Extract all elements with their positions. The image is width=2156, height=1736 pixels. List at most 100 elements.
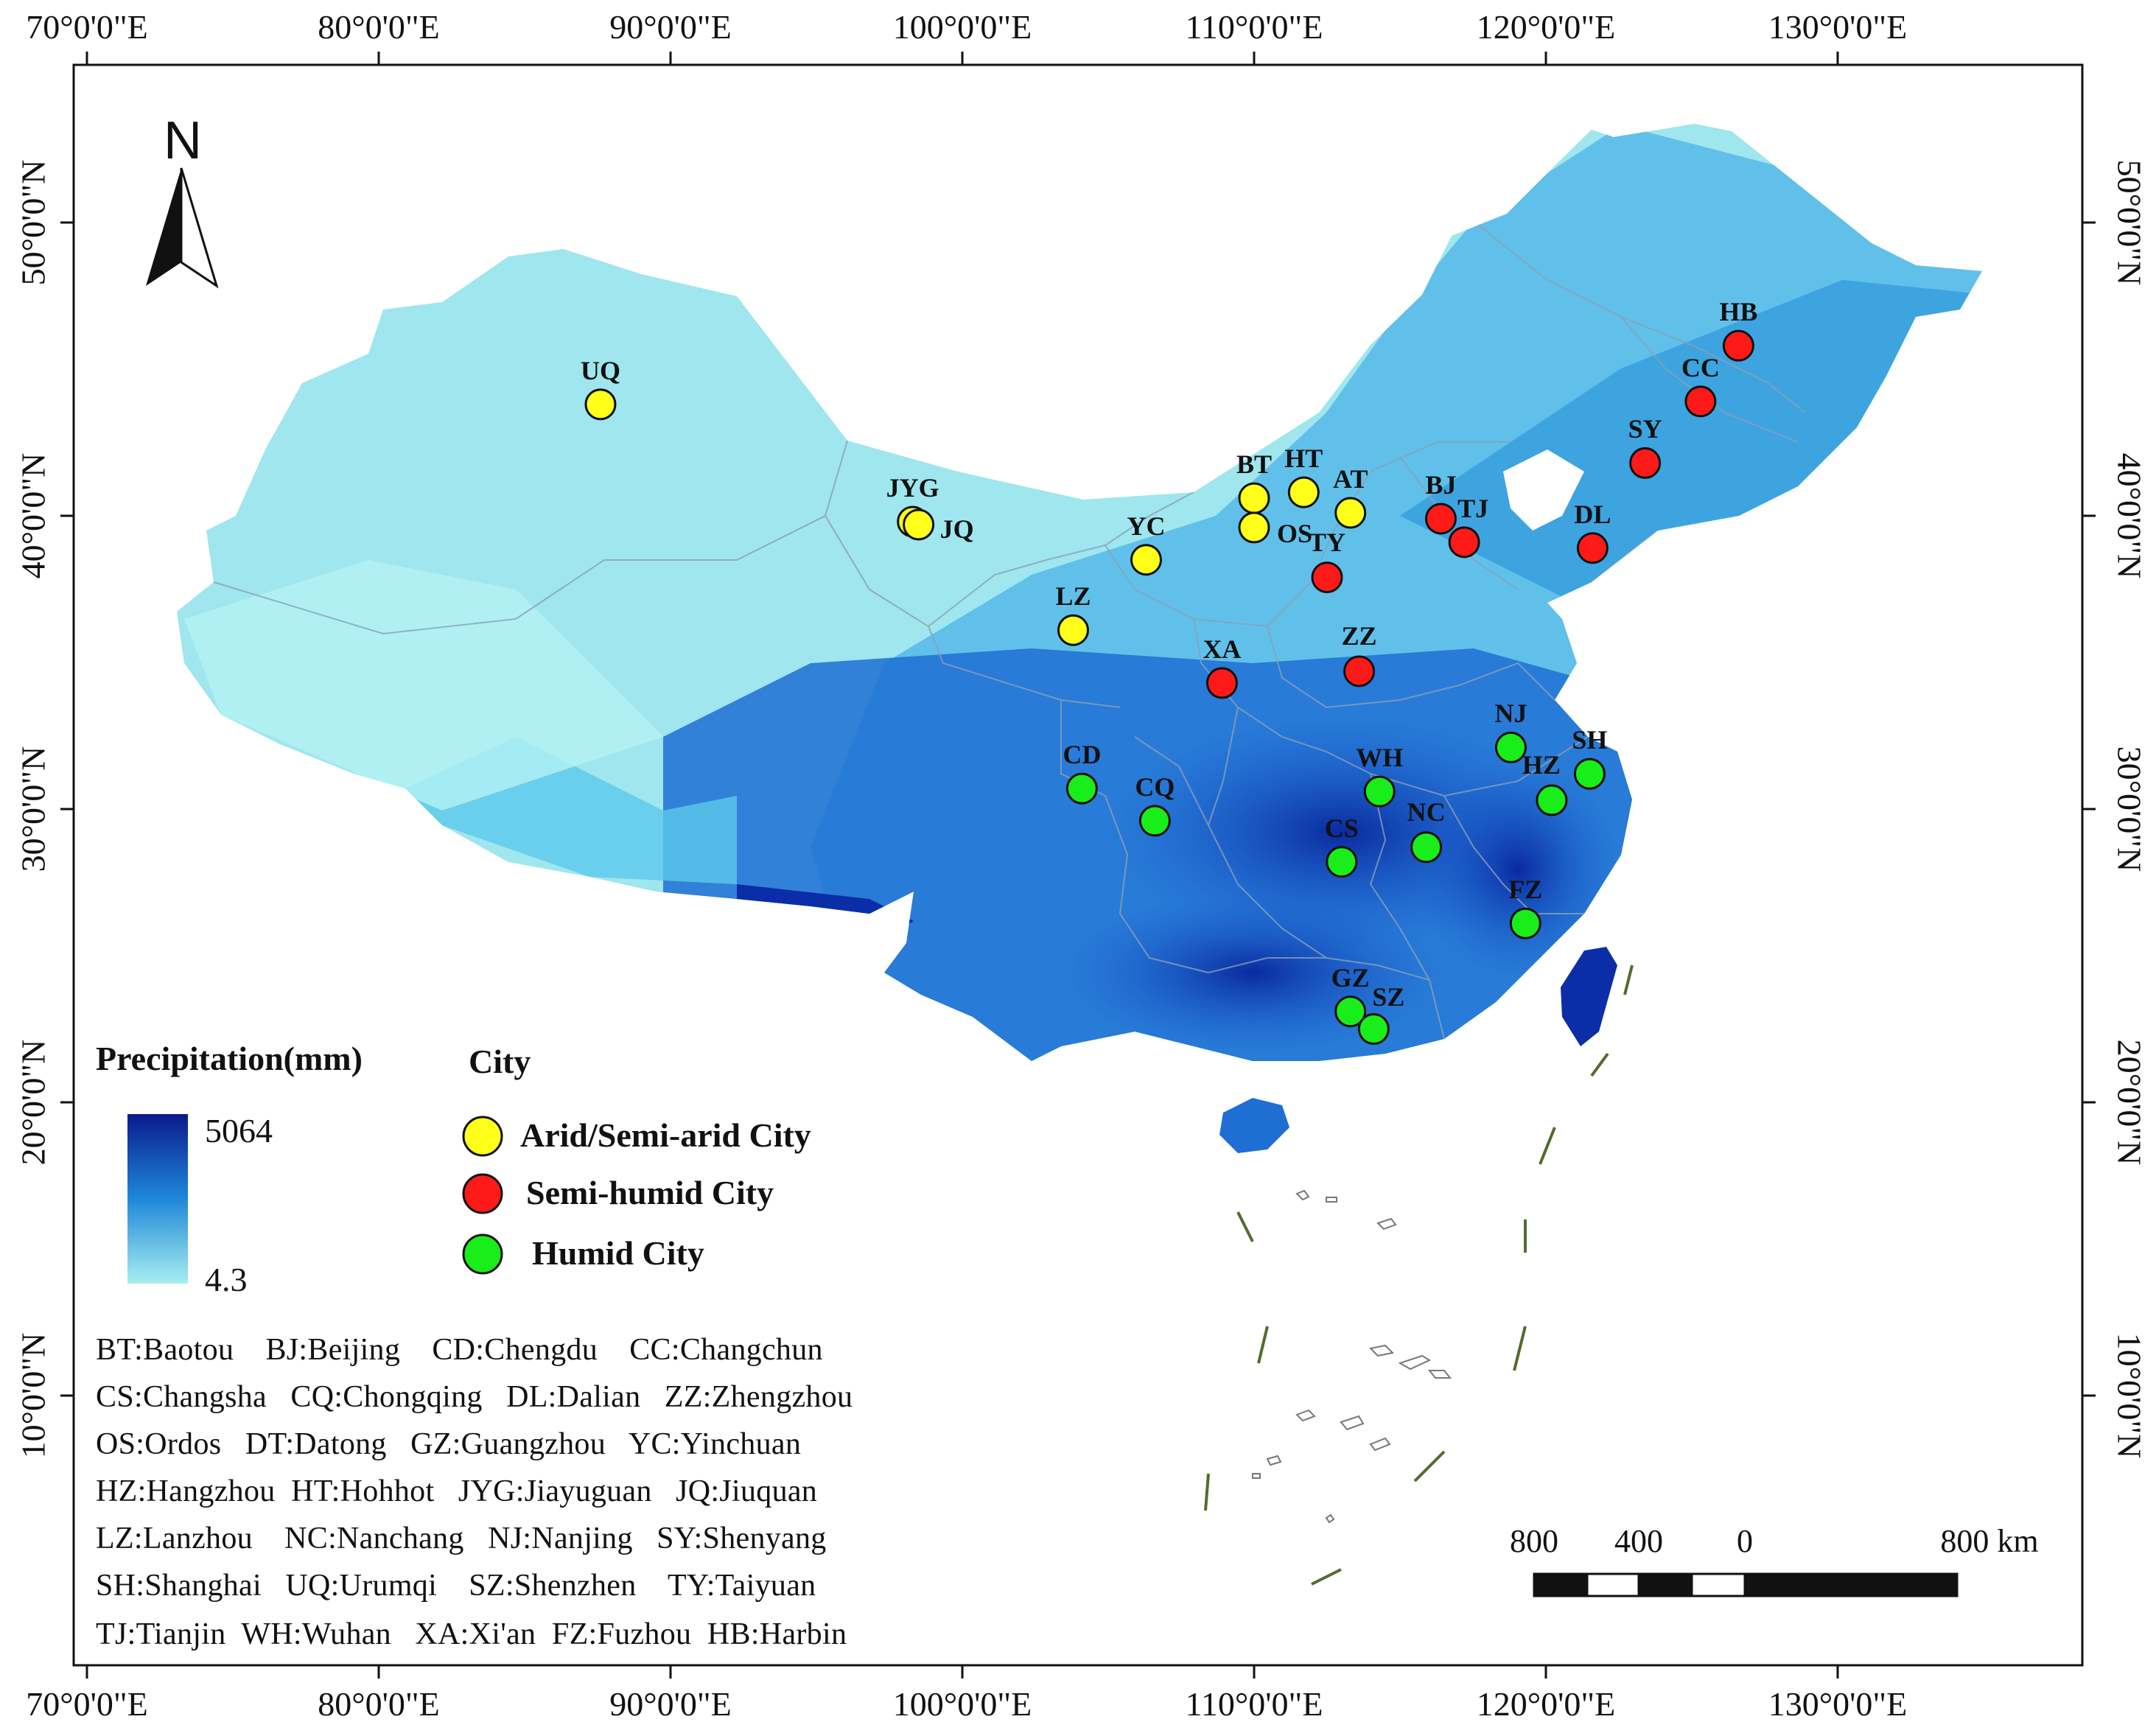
abbreviation-line: CS:Changsha CQ:Chongqing DL:Dalian ZZ:Zh… xyxy=(96,1380,853,1414)
longitude-tick-label: 110°0'0"E xyxy=(1185,1685,1323,1723)
city-markers xyxy=(584,329,1754,1045)
city-label-at: AT xyxy=(1333,464,1368,494)
city-marker-cc xyxy=(1684,385,1717,418)
longitude-tick-label: 70°0'0"E xyxy=(26,1685,148,1723)
scale-bar-graphic xyxy=(1533,1572,1959,1597)
city-marker-hb xyxy=(1722,329,1754,362)
precip-ramp xyxy=(127,1114,188,1284)
city-marker-nj xyxy=(1494,731,1527,763)
city-marker-cq xyxy=(1138,805,1171,837)
legend-humid-symbol xyxy=(462,1233,503,1275)
city-marker-lz xyxy=(1057,614,1089,646)
city-marker-os xyxy=(1238,511,1270,544)
city-label-cc: CC xyxy=(1681,352,1720,382)
latitude-tick-label: 40°0'0"N xyxy=(14,452,52,579)
latitude-tick-label: 30°0'0"N xyxy=(14,746,52,872)
legend-arid-label: Arid/Semi-arid City xyxy=(520,1116,811,1154)
city-label-bj: BJ xyxy=(1425,469,1457,500)
city-label-gz: GZ xyxy=(1331,962,1370,993)
city-legend-title: City xyxy=(469,1043,531,1080)
latitude-tick-label: 20°0'0"N xyxy=(2110,1039,2149,1166)
city-label-yc: YC xyxy=(1127,511,1166,541)
city-label-ty: TY xyxy=(1308,527,1346,557)
city-marker-hz xyxy=(1536,784,1568,816)
city-label-nj: NJ xyxy=(1494,699,1527,729)
city-label-cd: CD xyxy=(1063,740,1102,770)
longitude-tick-label: 80°0'0"E xyxy=(318,8,440,46)
city-marker-fz xyxy=(1509,907,1541,939)
longitude-tick-label: 90°0'0"E xyxy=(609,1685,732,1723)
latitude-tick-label: 50°0'0"N xyxy=(2110,159,2149,286)
legend-semihumid-label: Semi-humid City xyxy=(526,1174,774,1211)
city-marker-dl xyxy=(1576,532,1609,564)
city-marker-xa xyxy=(1205,667,1238,699)
hainan-island xyxy=(1219,1098,1289,1153)
city-marker-wh xyxy=(1363,775,1396,808)
abbreviation-line: OS:Ordos DT:Datong GZ:Guangzhou YC:Yinch… xyxy=(96,1427,802,1461)
abbreviation-line: TJ:Tianjin WH:Wuhan XA:Xi'an FZ:Fuzhou H… xyxy=(96,1617,847,1651)
abbreviation-line: SH:Shanghai UQ:Urumqi SZ:Shenzhen TY:Tai… xyxy=(96,1569,816,1603)
axis-tick-marks xyxy=(60,52,2096,1679)
scale-label-0: 0 xyxy=(1737,1523,1753,1559)
city-label-jq: JQ xyxy=(939,514,974,544)
precip-legend-title: Precipitation(mm) xyxy=(96,1040,363,1077)
latitude-tick-label: 40°0'0"N xyxy=(2110,452,2149,579)
city-label-hz: HZ xyxy=(1522,750,1561,780)
city-marker-sy xyxy=(1629,447,1662,479)
scale-label-400: 400 xyxy=(1614,1523,1663,1559)
nine-dash-line xyxy=(1204,965,1634,1586)
city-label-uq: UQ xyxy=(580,355,620,385)
longitude-tick-label: 110°0'0"E xyxy=(1185,8,1323,46)
longitude-tick-label: 130°0'0"E xyxy=(1768,1685,1908,1723)
city-label-cq: CQ xyxy=(1135,771,1175,802)
china-precipitation-surface xyxy=(177,124,1982,1153)
city-label-cs: CS xyxy=(1324,813,1359,843)
city-marker-at xyxy=(1334,497,1367,529)
city-label-sy: SY xyxy=(1628,414,1662,444)
city-marker-ht xyxy=(1287,476,1320,508)
longitude-tick-label: 90°0'0"E xyxy=(609,8,732,46)
city-label-tj: TJ xyxy=(1457,493,1489,523)
city-marker-cs xyxy=(1326,846,1358,878)
longitude-tick-label: 100°0'0"E xyxy=(892,8,1032,46)
longitude-tick-label: 100°0'0"E xyxy=(892,1685,1032,1723)
precip-min-value: 4.3 xyxy=(205,1261,248,1298)
abbreviation-line: BT:Baotou BJ:Beijing CD:Chengdu CC:Chang… xyxy=(96,1333,823,1367)
city-label-hb: HB xyxy=(1719,297,1758,327)
city-label-jyg: JYG xyxy=(886,472,939,503)
north-arrow-icon xyxy=(146,167,219,289)
city-marker-jq xyxy=(903,508,935,541)
north-label: N xyxy=(164,111,202,170)
city-marker-sz xyxy=(1357,1013,1390,1045)
city-label-dl: DL xyxy=(1574,499,1611,529)
city-label-bt: BT xyxy=(1236,449,1273,480)
city-marker-zz xyxy=(1343,655,1376,687)
city-marker-yc xyxy=(1130,544,1162,576)
city-marker-gz xyxy=(1334,995,1367,1028)
city-marker-cd xyxy=(1065,772,1098,805)
city-label-fz: FZ xyxy=(1508,875,1543,905)
city-label-ht: HT xyxy=(1284,444,1323,474)
longitude-tick-label: 130°0'0"E xyxy=(1768,8,1908,46)
latitude-tick-label: 20°0'0"N xyxy=(14,1039,52,1166)
city-label-sz: SZ xyxy=(1372,981,1405,1012)
longitude-tick-label: 70°0'0"E xyxy=(26,8,148,46)
longitude-tick-label: 120°0'0"E xyxy=(1476,8,1616,46)
latitude-tick-label: 30°0'0"N xyxy=(2110,746,2149,872)
city-marker-bj xyxy=(1424,503,1457,535)
city-label-nc: NC xyxy=(1407,797,1446,827)
south-china-sea-islands xyxy=(1252,1189,1452,1524)
city-label-lz: LZ xyxy=(1055,581,1091,612)
scale-label-800-left: 800 xyxy=(1510,1523,1558,1559)
city-label-zz: ZZ xyxy=(1341,620,1377,651)
city-label-wh: WH xyxy=(1356,743,1404,773)
city-marker-tj xyxy=(1448,526,1480,559)
city-marker-sh xyxy=(1573,757,1606,790)
latitude-tick-label: 10°0'0"N xyxy=(2110,1332,2149,1459)
latitude-tick-label: 50°0'0"N xyxy=(14,159,52,286)
city-marker-uq xyxy=(584,388,617,421)
city-marker-bt xyxy=(1238,482,1270,514)
taiwan-island xyxy=(1561,947,1617,1046)
legend-semihumid-symbol xyxy=(462,1173,503,1214)
